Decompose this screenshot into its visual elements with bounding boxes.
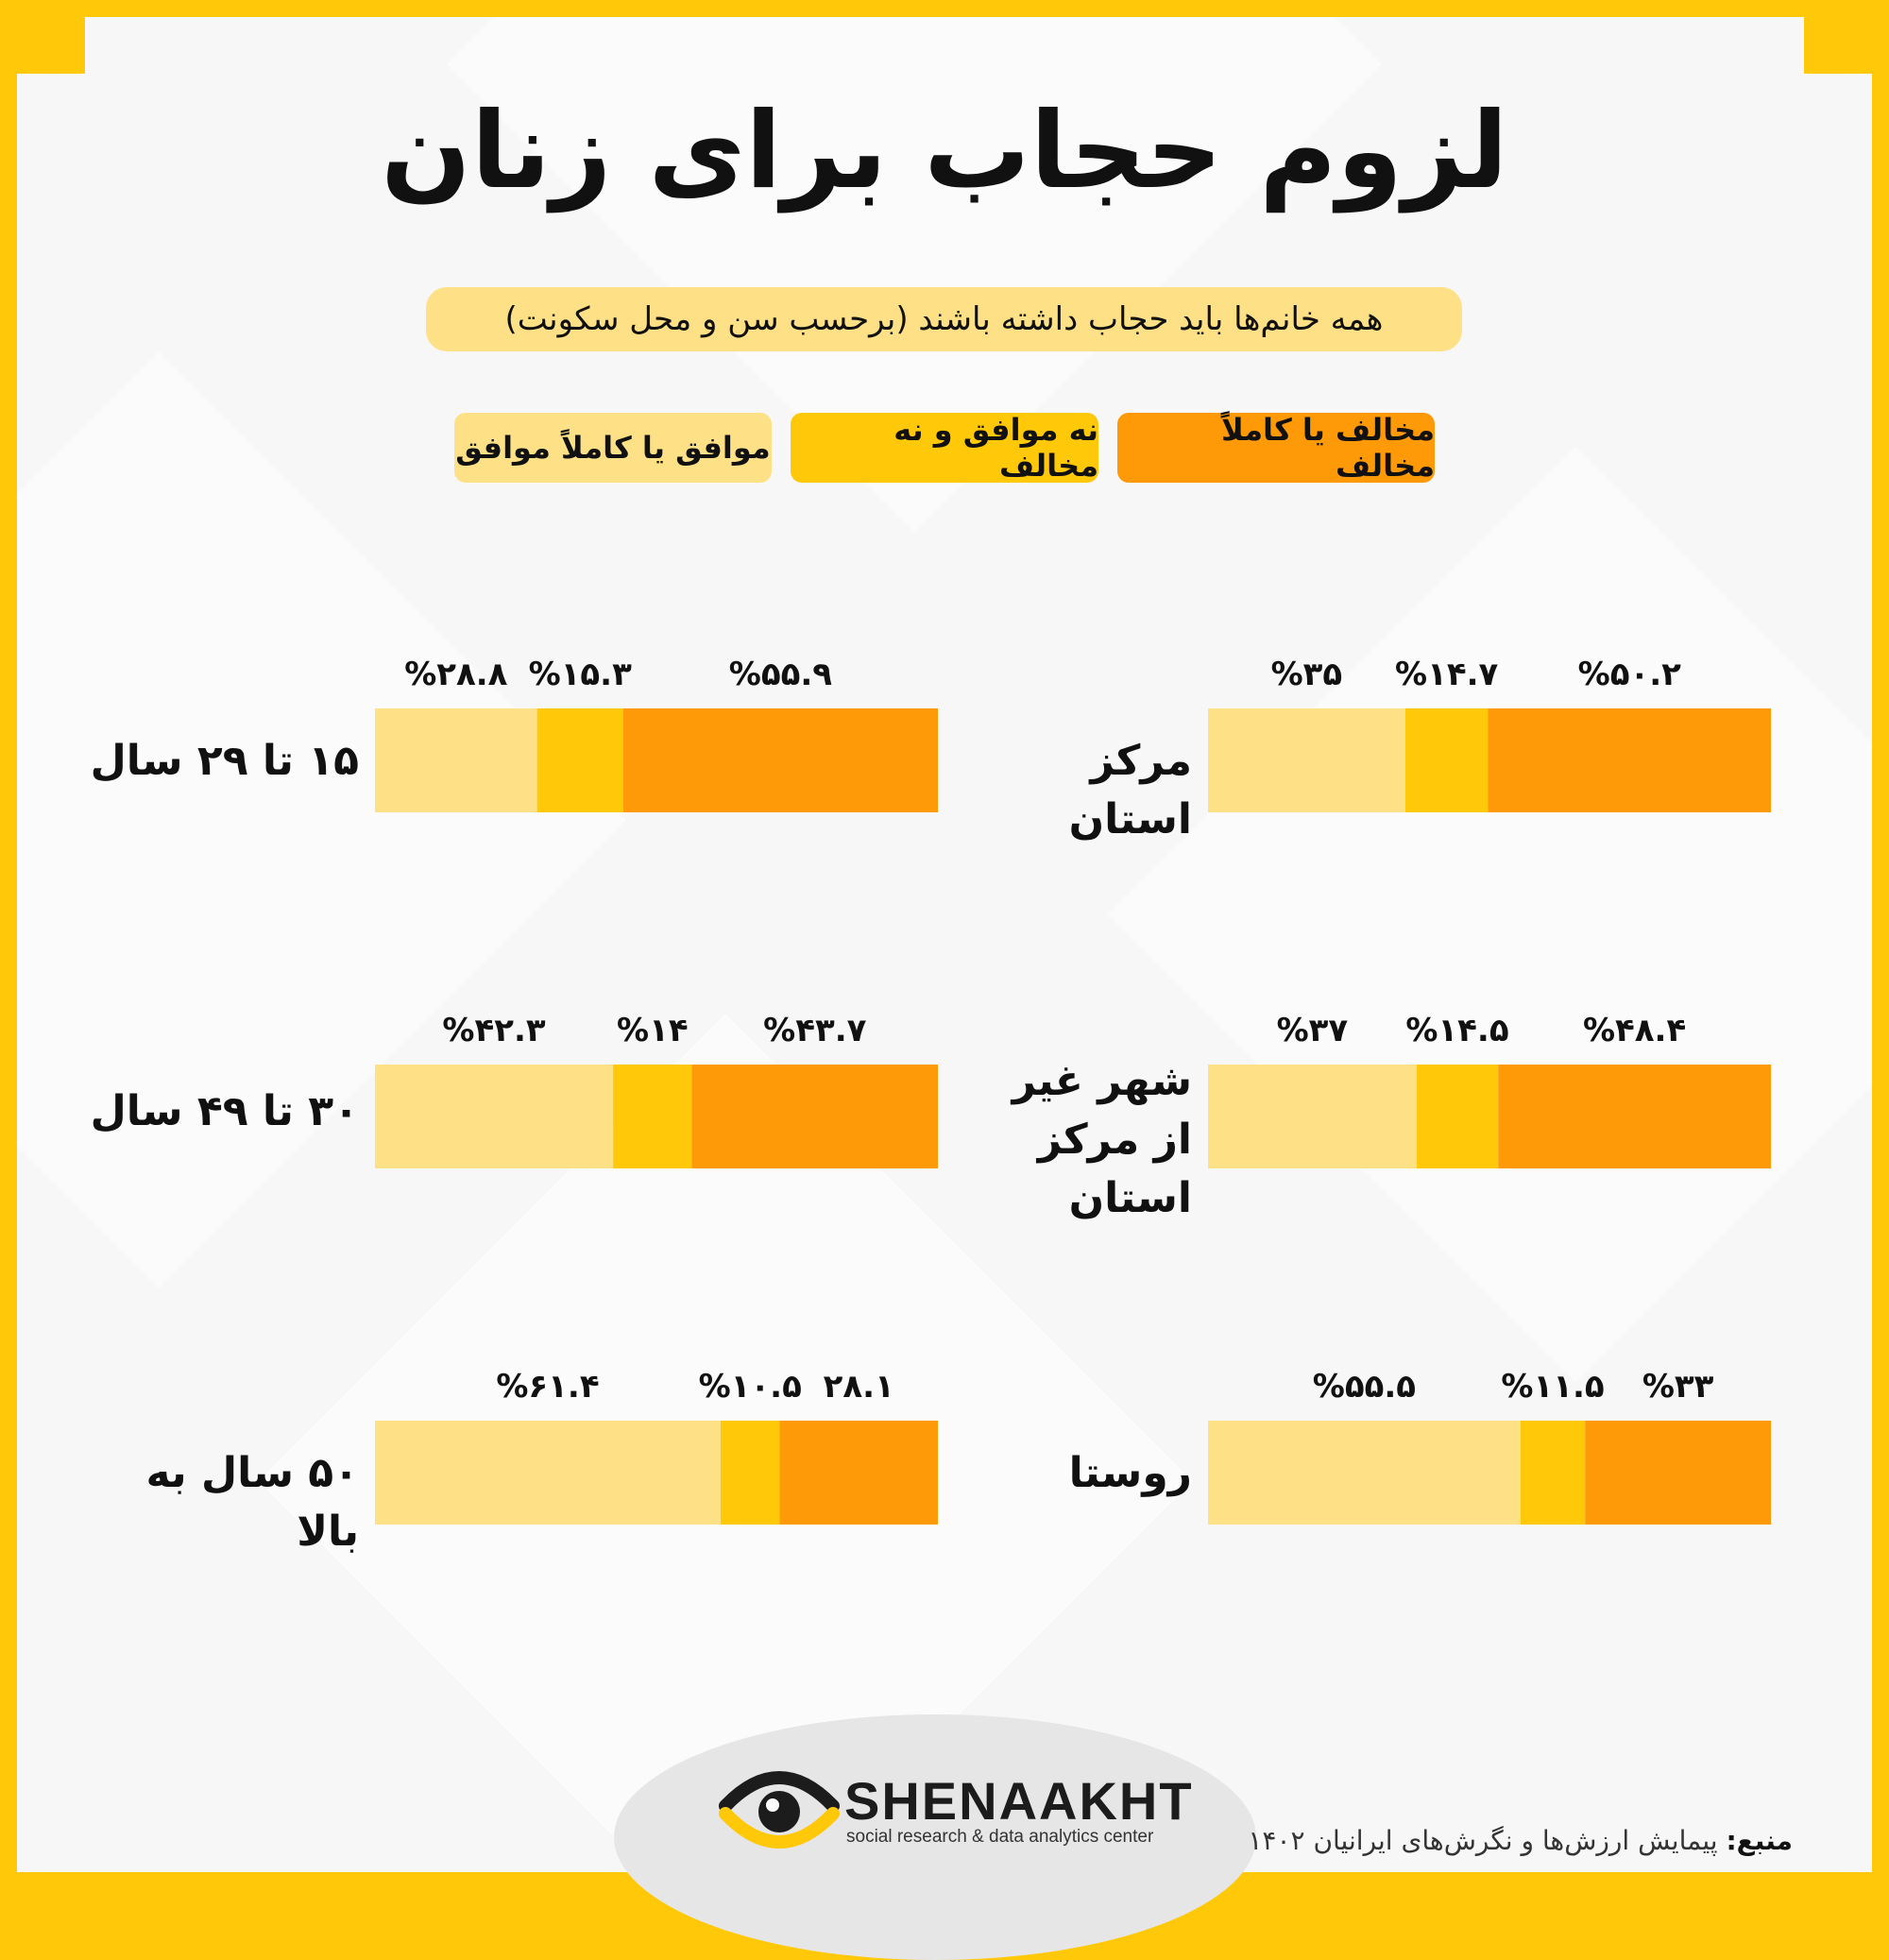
bar-segment-agree: [375, 1421, 721, 1525]
data-label: %۳۷: [1276, 1012, 1349, 1049]
bar-segment-agree: [1208, 1421, 1521, 1525]
data-label: %۱۴: [617, 1012, 689, 1049]
category-label: شهر غیر از مرکز استان: [1012, 1057, 1192, 1222]
data-label: %۴۸.۴: [1582, 1012, 1687, 1049]
bar-segment-oppose: [691, 1065, 938, 1168]
source-label: منبع:: [1726, 1825, 1793, 1856]
data-label: %۴۲.۳: [442, 1012, 546, 1049]
brand-tagline: social research & data analytics center: [846, 1827, 1154, 1847]
data-label: %۶۱.۴: [496, 1368, 600, 1406]
data-label: %۲۸.۸: [404, 656, 508, 693]
legend-item-neutral: نه موافق و نه مخالف: [791, 412, 1098, 484]
legend-item-oppose: مخالف یا کاملاً مخالف: [1117, 412, 1435, 484]
bar-segment-agree: [1208, 1065, 1417, 1168]
stacked-bar-chart: [375, 708, 1771, 1525]
category-label: روستا: [1068, 1449, 1192, 1497]
category-label: ۵۰ سال به بالا: [145, 1449, 359, 1556]
bar-segment-agree: [375, 1065, 614, 1168]
data-label: %۳۳: [1642, 1368, 1714, 1406]
data-label: %۵۵.۹: [728, 656, 833, 693]
legend-item-agree: موافق یا کاملاً موافق: [454, 413, 772, 483]
bar-segment-neutral: [1404, 708, 1489, 812]
eye-logo-icon: [719, 1771, 840, 1849]
category-label: ۱۵ تا ۲۹ سال: [90, 737, 359, 785]
data-label: ۲۸.۱: [823, 1368, 894, 1406]
bar-segment-oppose: [1498, 1065, 1771, 1168]
category-label: ۳۰ تا ۴۹ سال: [90, 1087, 359, 1135]
bar-segment-oppose: [779, 1421, 938, 1525]
frame-corner: [1804, 17, 1872, 74]
bar-segment-neutral: [1520, 1421, 1586, 1525]
bar-segment-agree: [375, 708, 537, 812]
data-label: %۱۴.۵: [1405, 1012, 1509, 1049]
data-label: %۱۱.۵: [1501, 1368, 1605, 1406]
bar-segment-oppose: [622, 708, 938, 812]
chart-title: لزوم حجاب برای زنان: [381, 90, 1508, 213]
data-label: %۵۵.۵: [1312, 1368, 1416, 1406]
frame-corner: [17, 17, 85, 74]
bar-segment-neutral: [1416, 1065, 1499, 1168]
brand-name: SHENAAKHT: [844, 1771, 1194, 1831]
data-label: %۵۰.۲: [1577, 656, 1681, 693]
bar-segment-agree: [1208, 708, 1405, 812]
chart-subtitle: همه خانم‌ها باید حجاب داشته باشند (برحسب…: [426, 287, 1462, 351]
source-text: پیمایش ارزش‌ها و نگرش‌های ایرانیان ۱۴۰۲: [1248, 1825, 1718, 1856]
bar-segment-oppose: [1585, 1421, 1771, 1525]
source-note: منبع: پیمایش ارزش‌ها و نگرش‌های ایرانیان…: [1248, 1825, 1793, 1856]
bar-segment-neutral: [536, 708, 623, 812]
data-label: %۱۰.۵: [698, 1368, 802, 1406]
data-label: %۴۳.۷: [763, 1012, 867, 1049]
data-label: %۱۴.۷: [1395, 656, 1499, 693]
category-label: مرکز استان: [1068, 737, 1192, 844]
data-label: %۱۵.۳: [528, 656, 632, 693]
bar-segment-oppose: [1488, 708, 1771, 812]
bar-segment-neutral: [720, 1421, 780, 1525]
bar-segment-neutral: [613, 1065, 692, 1168]
data-label: %۳۵: [1270, 656, 1343, 693]
